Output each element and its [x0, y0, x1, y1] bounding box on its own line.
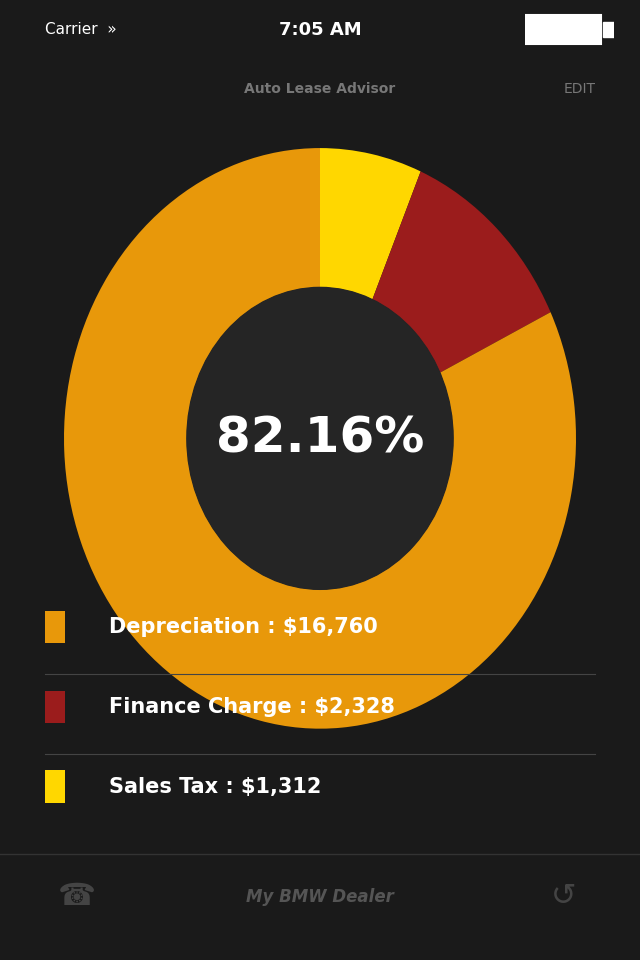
Circle shape [187, 287, 453, 589]
Text: Carrier  »: Carrier » [45, 22, 116, 37]
Wedge shape [372, 172, 550, 372]
Text: 82.16%: 82.16% [216, 415, 424, 463]
Bar [45, 611, 65, 643]
Text: 7:05 AM: 7:05 AM [278, 21, 362, 38]
Text: Auto Lease Advisor: Auto Lease Advisor [244, 83, 396, 96]
Text: ↺: ↺ [550, 882, 576, 911]
FancyBboxPatch shape [603, 22, 614, 37]
Text: Finance Charge : $2,328: Finance Charge : $2,328 [109, 697, 395, 717]
Bar [45, 690, 65, 723]
Text: My BMW Dealer: My BMW Dealer [246, 888, 394, 905]
Text: EDIT: EDIT [563, 83, 595, 96]
Wedge shape [64, 148, 576, 729]
Text: Depreciation : $16,760: Depreciation : $16,760 [109, 617, 378, 637]
Bar [45, 771, 65, 804]
Text: ☎: ☎ [58, 882, 96, 911]
Wedge shape [320, 148, 420, 300]
Text: Sales Tax : $1,312: Sales Tax : $1,312 [109, 777, 321, 797]
FancyBboxPatch shape [525, 15, 601, 44]
